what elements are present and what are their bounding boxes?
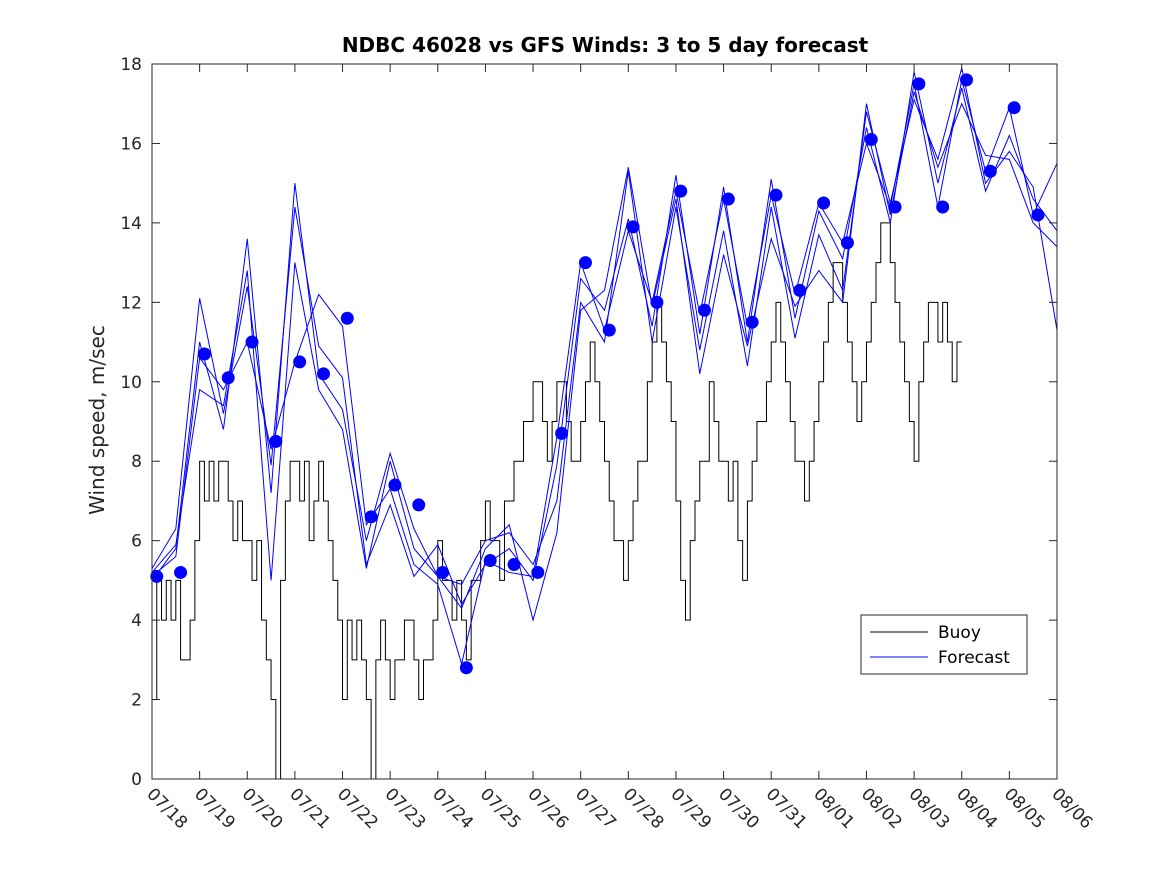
y-tick-label: 18	[120, 55, 142, 75]
forecast-marker	[507, 558, 521, 571]
y-tick-label: 10	[120, 373, 142, 393]
buoy-series-line	[152, 222, 962, 780]
y-tick-label: 8	[131, 452, 142, 472]
plot-area-frame	[151, 63, 1058, 780]
forecast-marker	[269, 434, 283, 448]
y-tick-label: 12	[120, 293, 142, 313]
forecast-marker	[364, 510, 378, 524]
forecast-series-line-4	[151, 91, 1058, 623]
forecast-marker	[936, 200, 950, 214]
forecast-marker	[316, 367, 330, 381]
y-tick-label: 16	[120, 134, 142, 154]
forecast-marker	[626, 220, 640, 234]
y-axis-label: Wind speed, m/sec	[85, 325, 109, 515]
y-tick-label: 4	[131, 611, 142, 631]
forecast-marker	[150, 569, 164, 583]
forecast-marker	[531, 565, 545, 579]
forecast-series-line-2	[151, 71, 1058, 606]
forecast-marker	[721, 192, 735, 206]
forecast-marker	[983, 164, 997, 178]
forecast-marker	[483, 554, 497, 568]
forecast-marker	[388, 478, 402, 492]
forecast-marker	[888, 200, 902, 214]
forecast-marker	[555, 426, 569, 440]
forecast-marker	[960, 73, 973, 87]
y-tick-label: 2	[131, 691, 142, 711]
forecast-marker	[793, 283, 807, 297]
forecast-marker	[650, 295, 664, 309]
forecast-marker	[1031, 208, 1045, 222]
forecast-marker	[912, 77, 926, 91]
forecast-marker	[293, 355, 307, 369]
forecast-marker	[602, 323, 616, 337]
forecast-marker	[221, 371, 235, 385]
forecast-marker	[1007, 101, 1021, 115]
forecast-marker	[197, 347, 211, 361]
y-tick-label: 0	[131, 770, 142, 790]
forecast-marker	[412, 498, 426, 512]
forecast-marker	[674, 184, 688, 198]
forecast-marker	[174, 565, 188, 579]
forecast-marker	[864, 132, 878, 146]
forecast-marker	[817, 196, 831, 210]
legend-forecast-label: Forecast	[938, 648, 1010, 668]
forecast-marker	[698, 303, 712, 317]
legend: Buoy Forecast	[860, 614, 1028, 675]
chart-title: NDBC 46028 vs GFS Winds: 3 to 5 day fore…	[342, 33, 869, 57]
forecast-marker	[840, 236, 854, 250]
forecast-marker	[769, 188, 783, 202]
forecast-marker	[340, 311, 354, 325]
series-layer	[150, 67, 1058, 780]
forecast-marker	[745, 315, 759, 329]
forecast-marker	[436, 565, 450, 579]
forecast-marker	[245, 335, 259, 349]
legend-box	[860, 614, 1028, 675]
forecast-marker	[459, 661, 473, 675]
legend-buoy-label: Buoy	[938, 623, 981, 643]
y-tick-label: 6	[131, 532, 142, 552]
y-tick-label: 14	[120, 214, 142, 234]
forecast-marker	[578, 256, 592, 270]
